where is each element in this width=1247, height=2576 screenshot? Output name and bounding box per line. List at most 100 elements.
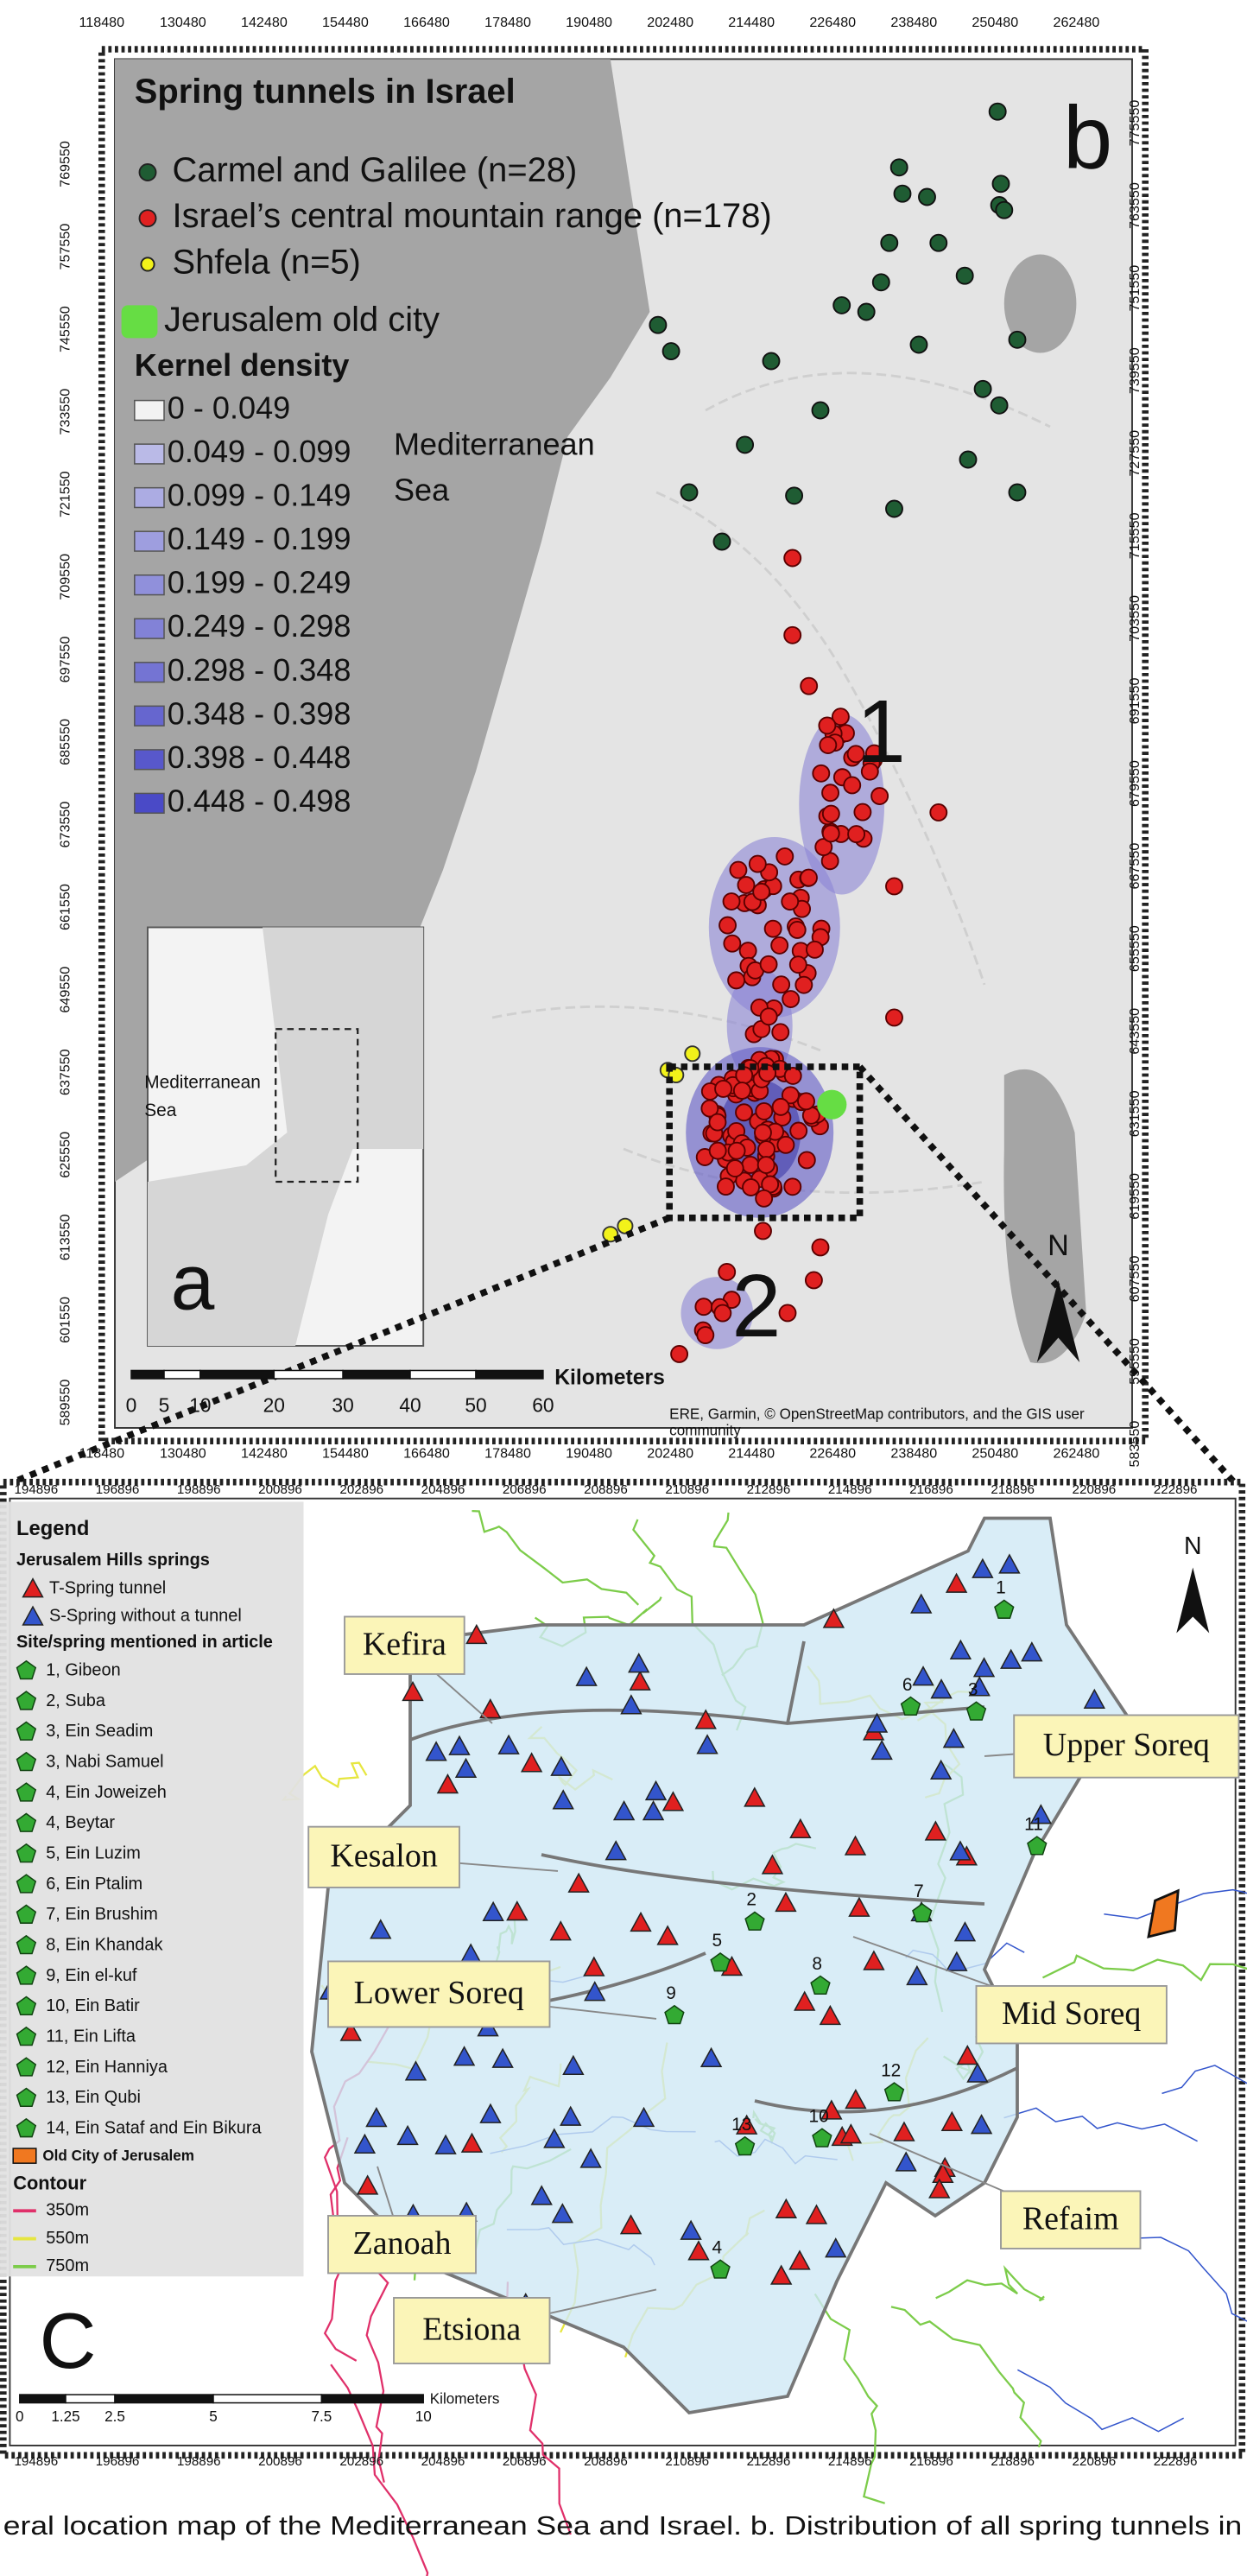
density-swatch bbox=[134, 486, 165, 509]
legend-label: T-Spring tunnel bbox=[49, 1578, 166, 1597]
spring-point bbox=[727, 1141, 746, 1160]
site-symbol bbox=[16, 1782, 37, 1802]
spring-point bbox=[880, 233, 899, 252]
spring-symbol bbox=[549, 1920, 572, 1941]
spring-symbol bbox=[805, 2204, 828, 2224]
spring-point bbox=[708, 1141, 727, 1160]
spring-point bbox=[729, 860, 748, 879]
site-symbol bbox=[16, 1934, 37, 1955]
site-symbol bbox=[734, 2135, 756, 2156]
spring-point bbox=[918, 187, 936, 206]
legend-title: Legend bbox=[16, 1518, 89, 1540]
y-tick-label: 685550 bbox=[57, 719, 73, 765]
spring-point bbox=[781, 892, 800, 911]
x-tick-label: 214896 bbox=[828, 1482, 872, 1497]
inset-land bbox=[148, 927, 424, 1346]
region-labels: Kefira Upper Soreq Kesalon Mid Soreq Lower S… bbox=[307, 1615, 1240, 2364]
site-symbol bbox=[16, 2087, 37, 2107]
density-swatch bbox=[134, 662, 165, 683]
spring-symbol bbox=[579, 2148, 602, 2168]
spring-point bbox=[870, 787, 889, 805]
scale-segment bbox=[409, 1369, 477, 1380]
spring-symbol bbox=[560, 2105, 582, 2126]
legend-heading: Site/spring mentioned in article bbox=[16, 1633, 273, 1652]
scale-segment bbox=[130, 1369, 165, 1380]
x-tick-label: 212896 bbox=[747, 2454, 791, 2469]
contour bbox=[935, 2264, 1045, 2302]
spring-symbol bbox=[425, 1741, 447, 1761]
spring-symbol bbox=[612, 1799, 636, 1821]
legend-label: 4, Beytar bbox=[46, 1813, 115, 1832]
spring-symbol bbox=[949, 1639, 972, 1660]
spring-point bbox=[783, 549, 802, 568]
spring-point bbox=[718, 916, 737, 935]
x-tick-label: 214480 bbox=[728, 1446, 775, 1462]
x-tick-label: 206896 bbox=[503, 1482, 547, 1497]
region-label: Kefira bbox=[363, 1626, 446, 1662]
y-tick-label: 661550 bbox=[57, 884, 73, 930]
spring-symbol bbox=[644, 1780, 668, 1801]
site-number: 1 bbox=[996, 1578, 1006, 1598]
spring-symbol bbox=[998, 1553, 1021, 1574]
x-tick-label: 220896 bbox=[1073, 1482, 1117, 1497]
y-tick-label: 667550 bbox=[1127, 843, 1143, 890]
site-symbol bbox=[16, 1965, 37, 1985]
spring-point bbox=[973, 379, 992, 398]
spring-symbol bbox=[910, 1593, 933, 1614]
spring-point bbox=[783, 625, 802, 644]
site-symbol bbox=[16, 1721, 37, 1741]
legend-heading: Contour bbox=[13, 2173, 86, 2194]
spring-point bbox=[812, 764, 831, 783]
y-tick-label: 769550 bbox=[57, 141, 73, 187]
x-tick-label: 202480 bbox=[647, 15, 693, 30]
spring-point bbox=[929, 233, 948, 252]
site-symbol bbox=[16, 1751, 37, 1772]
spring-symbol bbox=[562, 2054, 585, 2075]
site-number: 12 bbox=[881, 2060, 901, 2080]
legend-label: 3, Nabi Samuel bbox=[46, 1752, 163, 1771]
x-tick-label: 210896 bbox=[665, 2454, 709, 2469]
spring-symbol bbox=[822, 1608, 845, 1628]
x-tick-label: 166480 bbox=[403, 15, 450, 30]
x-tick-label: 208896 bbox=[584, 2454, 628, 2469]
site-number: 10 bbox=[808, 2106, 828, 2126]
y-tick-label: 601550 bbox=[57, 1297, 73, 1343]
scale-label: 5 bbox=[159, 1393, 170, 1416]
density-swatch bbox=[134, 705, 165, 726]
density-swatch bbox=[134, 443, 165, 465]
site-symbol bbox=[965, 1701, 987, 1721]
x-tick-label: 208896 bbox=[584, 1482, 628, 1497]
spring-point bbox=[1008, 330, 1027, 349]
x-tick-label: 194896 bbox=[14, 2454, 58, 2469]
spring-symbol bbox=[848, 1896, 870, 1917]
scale-segment bbox=[114, 2394, 214, 2404]
spring-symbol bbox=[761, 1854, 784, 1875]
y-tick-label: 739550 bbox=[1127, 347, 1143, 394]
spring-point bbox=[929, 803, 948, 822]
scale-label: 1.25 bbox=[51, 2408, 79, 2425]
spring-point bbox=[759, 955, 778, 974]
inset-extent bbox=[275, 1028, 359, 1183]
legend-label: Jerusalem old city bbox=[164, 301, 440, 339]
legend-label: 10, Ein Batir bbox=[46, 1996, 140, 2015]
site-symbol bbox=[16, 1659, 37, 1680]
legend-label: 8, Ein Khandak bbox=[46, 1935, 162, 1954]
site-symbol bbox=[710, 2259, 731, 2279]
site-symbol bbox=[1027, 1836, 1048, 1856]
stream bbox=[1003, 2107, 1198, 2142]
contour bbox=[1041, 1954, 1247, 1982]
x-tick-label: 194896 bbox=[14, 1482, 58, 1497]
spring-point bbox=[781, 1086, 800, 1105]
north-arrow: N bbox=[1036, 1229, 1080, 1362]
region-label: Zanoah bbox=[353, 2225, 452, 2262]
x-tick-label: 214480 bbox=[728, 15, 775, 30]
x-tick-label: 206896 bbox=[503, 2454, 547, 2469]
region-label: Etsiona bbox=[422, 2312, 521, 2348]
spring-symbol bbox=[479, 2103, 502, 2123]
density-class: 0.199 - 0.249 bbox=[168, 565, 351, 600]
x-tick-label: 154480 bbox=[322, 15, 369, 30]
y-tick-label: 637550 bbox=[57, 1049, 73, 1095]
x-tick-label: 154480 bbox=[322, 1446, 369, 1462]
x-tick-label: 226480 bbox=[809, 15, 856, 30]
site-symbol bbox=[16, 2026, 37, 2046]
